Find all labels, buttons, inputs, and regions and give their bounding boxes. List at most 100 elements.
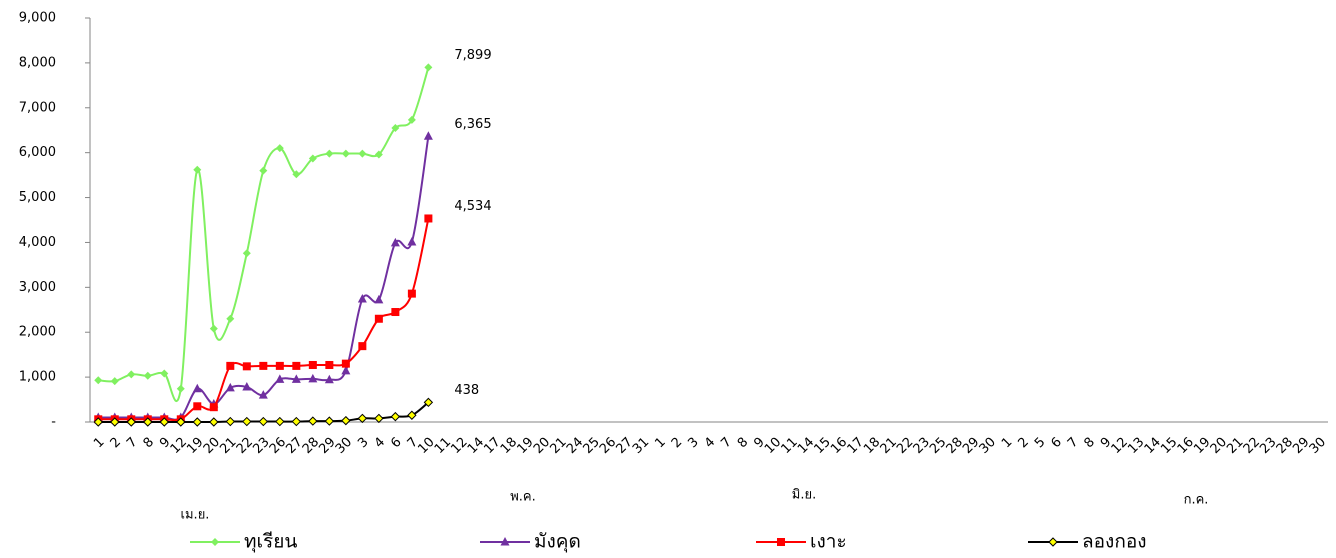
x-tick-label: 30 <box>1307 435 1329 457</box>
group-label: พ.ค. <box>510 490 536 505</box>
marker <box>193 402 202 411</box>
y-tick-label: 7,000 <box>19 100 56 115</box>
x-tick-label: 2 <box>669 435 685 451</box>
legend-marker <box>211 538 219 546</box>
data-label: 6,365 <box>454 117 491 132</box>
marker <box>374 294 384 304</box>
marker <box>275 361 284 370</box>
marker <box>176 417 186 427</box>
marker <box>143 371 152 380</box>
marker <box>308 360 317 369</box>
y-tick-label: 5,000 <box>19 190 56 205</box>
y-tick-label: 4,000 <box>19 235 56 250</box>
marker <box>341 365 351 375</box>
y-tick-label: 3,000 <box>19 280 56 295</box>
y-tick-label: - <box>51 415 56 430</box>
x-tick-label: 6 <box>388 435 404 451</box>
legend-label: ลองกอง <box>1082 531 1147 553</box>
marker <box>242 249 251 258</box>
marker <box>160 369 169 378</box>
marker <box>192 417 203 427</box>
marker <box>292 170 301 179</box>
marker <box>292 361 301 370</box>
marker <box>275 374 285 383</box>
marker <box>390 237 400 247</box>
marker <box>424 63 433 72</box>
marker <box>391 123 400 132</box>
x-tick-label: 4 <box>372 435 388 451</box>
marker <box>308 416 318 426</box>
x-tick-label: 4 <box>702 435 718 451</box>
marker <box>407 236 417 246</box>
marker <box>407 410 417 420</box>
series-line <box>98 67 430 402</box>
marker <box>226 361 235 370</box>
marker <box>209 417 219 427</box>
x-tick-label: 31 <box>630 435 652 457</box>
marker <box>93 417 103 427</box>
marker <box>325 360 334 369</box>
x-tick-label: 6 <box>1048 435 1064 451</box>
marker <box>374 314 383 323</box>
marker <box>94 376 103 385</box>
legend-label: ทุเรียน <box>244 531 297 554</box>
marker <box>242 381 252 391</box>
marker <box>357 413 368 424</box>
marker <box>242 362 251 371</box>
marker <box>308 373 318 383</box>
marker <box>407 115 416 124</box>
y-tick-label: 9,000 <box>19 11 56 26</box>
x-tick-label: 8 <box>141 435 157 451</box>
legend-marker <box>500 537 510 546</box>
marker <box>325 149 334 158</box>
marker <box>391 308 400 317</box>
marker <box>259 361 268 370</box>
x-tick-label: 2 <box>108 435 124 451</box>
x-tick-label: 7 <box>124 435 140 451</box>
marker <box>258 390 268 399</box>
marker <box>242 416 252 427</box>
marker <box>209 324 218 333</box>
marker <box>324 416 335 426</box>
y-tick-label: 1,000 <box>19 370 56 385</box>
marker <box>291 416 302 427</box>
marker <box>291 374 301 383</box>
x-tick-label: 3 <box>685 435 701 451</box>
marker <box>358 342 367 351</box>
marker <box>407 289 416 298</box>
x-tick-label: 5 <box>1032 435 1048 451</box>
marker <box>324 374 334 384</box>
marker <box>374 150 383 159</box>
marker <box>225 382 235 392</box>
marker <box>275 416 285 427</box>
marker <box>275 144 284 153</box>
marker <box>341 415 351 426</box>
marker <box>143 417 153 427</box>
marker <box>176 384 185 393</box>
marker <box>358 149 367 158</box>
x-tick-label: 1 <box>652 435 668 451</box>
legend-label: เงาะ <box>810 531 847 553</box>
marker <box>423 131 433 140</box>
marker <box>423 397 434 408</box>
y-tick-label: 8,000 <box>19 55 56 70</box>
marker <box>258 416 269 427</box>
marker <box>192 383 202 393</box>
group-label: มิ.ย. <box>792 488 816 503</box>
legend-label: มังคุด <box>534 531 581 554</box>
data-label: 7,899 <box>454 48 491 63</box>
x-tick-label: 30 <box>333 435 355 457</box>
marker <box>374 413 384 424</box>
marker <box>341 359 350 368</box>
x-tick-label: 7 <box>1065 435 1081 451</box>
data-label: 4,534 <box>454 199 491 214</box>
data-label: 438 <box>454 383 479 398</box>
x-tick-label: 30 <box>977 435 999 457</box>
x-tick-label: 8 <box>735 435 751 451</box>
marker <box>226 314 235 323</box>
x-tick-label: 3 <box>355 435 371 451</box>
marker <box>424 214 433 223</box>
x-tick-label: 7 <box>718 435 734 451</box>
x-tick-label: 8 <box>1081 435 1097 451</box>
